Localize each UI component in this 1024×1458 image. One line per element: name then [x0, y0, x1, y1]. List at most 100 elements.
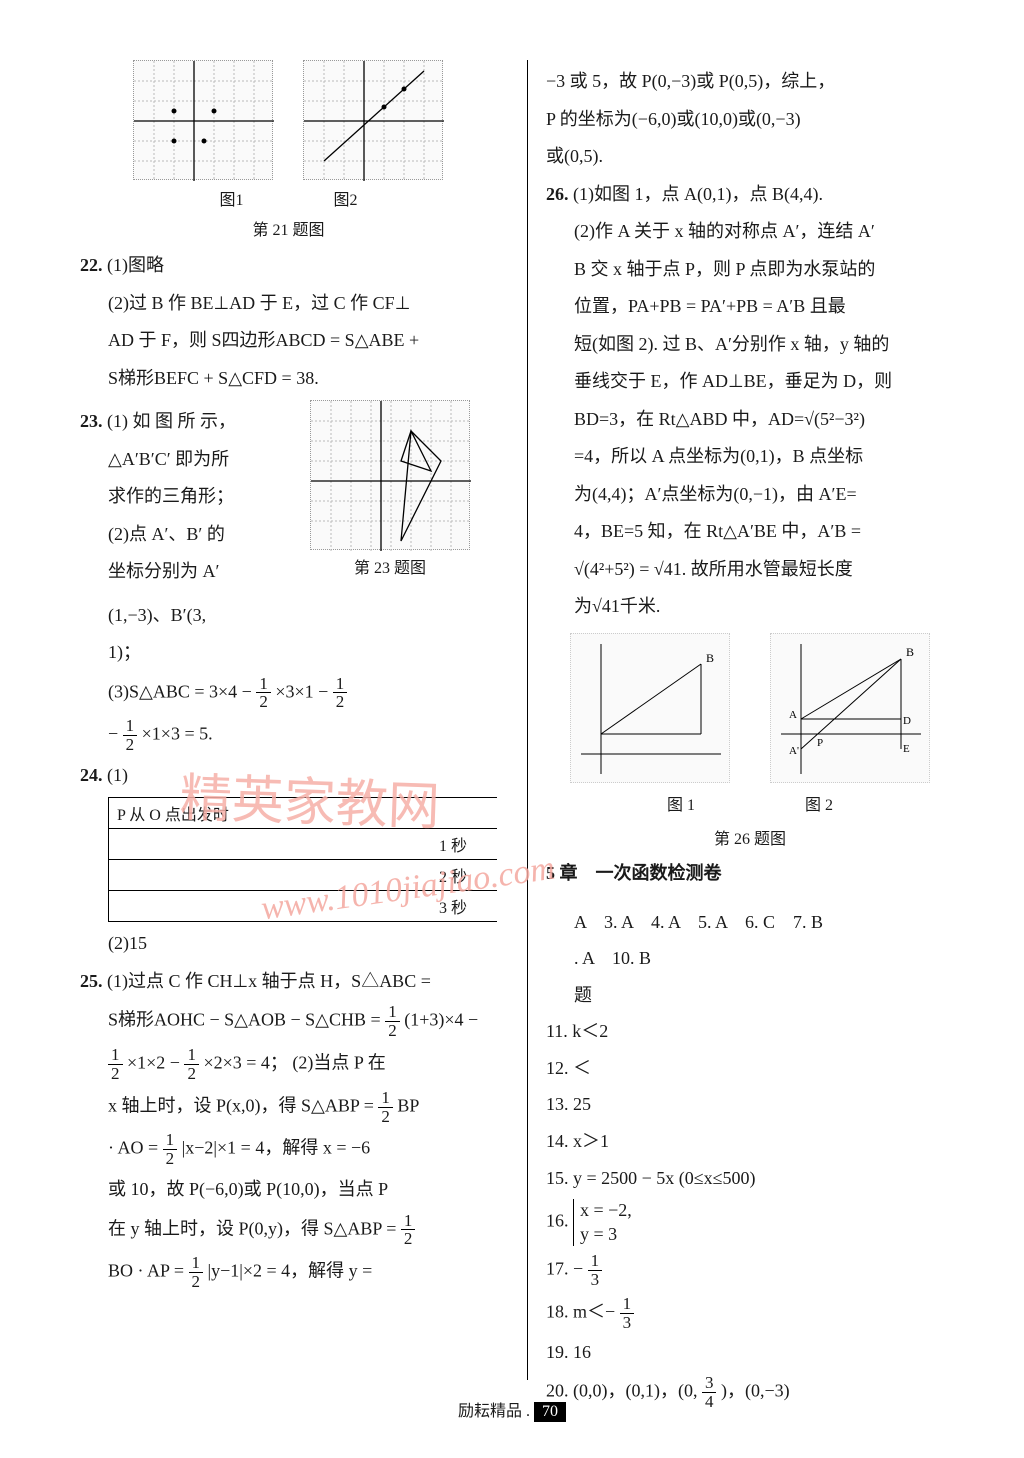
frac-d: 3 [620, 1314, 635, 1332]
svg-text:D: D [903, 715, 911, 727]
q23-p4: (2)点 A′、B′ 的 [80, 519, 290, 551]
q26-p2: (2)作 A 关于 x 轴的对称点 A′，连结 A′ [546, 216, 954, 248]
a16-label: 16. [546, 1211, 569, 1231]
footer-brand: 励耘精品 . [458, 1403, 530, 1420]
frac-n: 1 [385, 1003, 400, 1022]
q26-p6: 垂线交于 E，作 AD⊥BE，垂足为 D，则 [546, 366, 954, 398]
fig26-grid1: B [570, 633, 730, 783]
frac-d: 2 [378, 1108, 393, 1126]
a16: 16. x = −2, y = 3 [546, 1199, 954, 1246]
fig21-sub2: 图2 [333, 186, 357, 210]
fig26-sub2: 图 2 [805, 791, 833, 815]
a18: 18. m＜− 13 [546, 1295, 954, 1332]
frac-n: 1 [163, 1131, 178, 1150]
q22-p3: AD 于 F，则 S四边形ABCD = S△ABE + [80, 325, 497, 357]
a13: 13. 25 [546, 1089, 954, 1120]
fig26-sub1: 图 1 [667, 791, 695, 815]
chap5-row2: . A 10. B [546, 943, 954, 974]
a14: 14. x＞1 [546, 1126, 954, 1157]
frac-d: 2 [184, 1065, 199, 1083]
frac-d: 2 [401, 1230, 416, 1248]
frac-d: 2 [385, 1022, 400, 1040]
frac-n: 3 [702, 1374, 717, 1393]
page-number: 70 [534, 1402, 566, 1422]
q25-p3b: ×2×3 = 4； (2)当点 P 在 [203, 1053, 385, 1073]
q23-p1: (1) 如 图 所 示， [107, 411, 236, 431]
frac-d: 2 [123, 736, 138, 754]
q23-p8a: (3)S△ABC = 3×4 − [108, 681, 252, 701]
frac-n: 1 [123, 717, 138, 736]
frac-n: 1 [108, 1046, 123, 1065]
frac-n: 1 [588, 1252, 603, 1271]
a15: 15. y = 2500 − 5x (0≤x≤500) [546, 1163, 954, 1194]
a16-eq1: x = −2, [580, 1199, 632, 1222]
q26-p1: (1)如图 1，点 A(0,1)，点 B(4,4). [573, 184, 823, 204]
table-row: 1 秒 [109, 828, 497, 859]
frac-n: 1 [401, 1212, 416, 1231]
fig26-grid2: B D A A' E P [770, 633, 930, 783]
q25-p5b: |x−2|×1 = 4，解得 x = −6 [182, 1138, 370, 1158]
q25-p4b: BP [397, 1095, 419, 1115]
q24-p1: (1) [107, 765, 128, 785]
q26-p7: BD=3，在 Rt△ABD 中，AD=√(5²−3²) [546, 404, 954, 436]
frac-n: 1 [378, 1089, 393, 1108]
q23-p9b: ×1×3 = 5. [142, 724, 213, 744]
table-row: 2 秒 [109, 859, 497, 890]
svg-text:E: E [903, 743, 910, 755]
a16-eq2: y = 3 [580, 1223, 632, 1246]
q26-p3: B 交 x 轴于点 P，则 P 点即为水泵站的 [546, 254, 954, 286]
frac-d: 2 [189, 1273, 204, 1291]
q23-p9a: − [108, 724, 118, 744]
q26-num: 26. [546, 184, 569, 204]
q25-p8a: BO · AP = [108, 1261, 184, 1281]
a17-label: 17. − [546, 1259, 583, 1279]
frac-d: 2 [108, 1065, 123, 1083]
q24-table: P 从 O 点出发时 1 秒 2 秒 3 秒 [108, 797, 497, 922]
frac-d: 2 [163, 1150, 178, 1168]
frac-n: 1 [184, 1046, 199, 1065]
q26-p10: 4，BE=5 知，在 Rt△A′BE 中，A′B = [546, 516, 954, 548]
cont25-p3: 或(0,5). [546, 141, 954, 173]
cont25-p2: P 的坐标为(−6,0)或(10,0)或(0,−3) [546, 104, 954, 136]
q25-p2a: S梯形AOHC − S△AOB − S△CHB = [108, 1010, 381, 1030]
fig21-sublabels: 图1 图2 [80, 186, 497, 210]
q26-p4: 位置，PA+PB = PA′+PB = A′B 且最 [546, 291, 954, 323]
chap5-subhead: 题 [546, 980, 954, 1011]
q25-p5a: · AO = [108, 1138, 158, 1158]
fig21-grid2 [303, 60, 443, 180]
q24-p2: (2)15 [80, 928, 497, 960]
q23-p3: 求作的三角形； [80, 481, 290, 513]
q23-p2: △A′B′C′ 即为所 [80, 444, 290, 476]
q26-p12: 为√41千米. [546, 591, 954, 623]
fig21-grid1 [133, 60, 273, 180]
fig26-caption: 第 26 题图 [546, 825, 954, 849]
a18-label: 18. m＜− [546, 1301, 615, 1321]
right-column: −3 或 5，故 P(0,−3)或 P(0,5)，综上， P 的坐标为(−6,0… [527, 60, 954, 1380]
a11: 11. k＜2 [546, 1016, 954, 1047]
q23-num: 23. [80, 411, 103, 431]
figure-21 [80, 60, 497, 180]
frac-d: 2 [256, 693, 271, 711]
fig23-caption: 第 23 题图 [290, 554, 490, 578]
a12: 12. ＜ [546, 1053, 954, 1084]
figure-26: B B D A A' E P [546, 633, 954, 783]
q23-p6: (1,−3)、B′(3, [80, 600, 497, 632]
q25-p3a: ×1×2 − [127, 1053, 180, 1073]
q23-p8b: ×3×1 − [275, 681, 328, 701]
q26-p9: 为(4,4)；A′点坐标为(0,−1)，由 A′E= [546, 479, 954, 511]
q24-num: 24. [80, 765, 103, 785]
frac-n: 1 [256, 675, 271, 694]
q25-p2b: (1+3)×4 − [404, 1010, 478, 1030]
a19: 19. 16 [546, 1337, 954, 1368]
svg-text:A': A' [789, 745, 799, 757]
q25-p6: 或 10，故 P(−6,0)或 P(10,0)，当点 P [80, 1174, 497, 1206]
q25-p1: (1)过点 C 作 CH⊥x 轴于点 H，S△ABC = [107, 971, 431, 991]
q26-p8: =4，所以 A 点坐标为(0,1)，B 点坐标 [546, 441, 954, 473]
table-row: 3 秒 [109, 890, 497, 922]
q22-num: 22. [80, 255, 103, 275]
q25-p8b: |y−1|×2 = 4，解得 y = [208, 1261, 373, 1281]
svg-text:A: A [789, 709, 797, 721]
figure-23 [310, 400, 470, 550]
frac-n: 1 [333, 675, 348, 694]
chap5-title: 5 章 一次函数检测卷 [546, 859, 954, 885]
